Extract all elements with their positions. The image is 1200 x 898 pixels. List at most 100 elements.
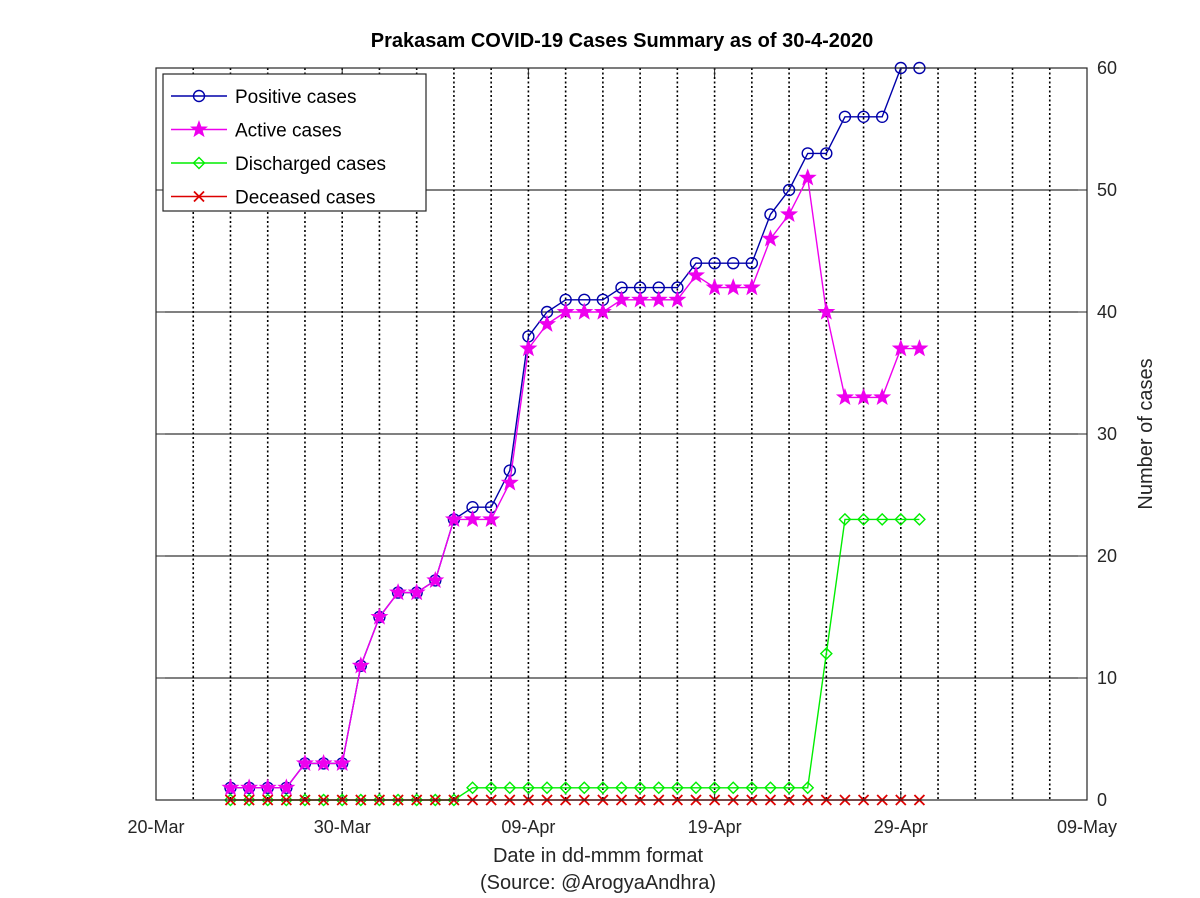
discharged-cases-point [894, 512, 908, 526]
discharged-cases-point [447, 793, 461, 807]
plot-area-border [155, 67, 1088, 801]
discharged-cases-point [912, 512, 926, 526]
active-cases-point [463, 509, 482, 528]
legend: Positive cases Active cases Discharged cas… [162, 73, 427, 212]
active-cases-point [370, 607, 389, 625]
active-cases-point [426, 570, 445, 589]
legend-label: Deceased cases [235, 188, 375, 209]
active-cases-point [258, 778, 277, 796]
active-cases-point [295, 753, 314, 772]
discharged-cases-point [466, 781, 480, 795]
positive-cases-point [857, 110, 870, 124]
discharged-cases-point [242, 793, 256, 807]
discharged-cases-point [410, 793, 424, 807]
discharged-cases-point [670, 781, 684, 795]
legend-label: Discharged cases [235, 154, 386, 175]
active-cases-point [593, 302, 612, 320]
discharged-cases-point [503, 781, 517, 795]
legend-box [162, 73, 427, 212]
x-tick-label: 30-Mar [314, 817, 371, 837]
discharged-cases-point [391, 793, 405, 807]
active-cases-point [854, 387, 873, 406]
legend-item-discharged-cases: Discharged cases [171, 154, 386, 175]
legend-swatch-marker [192, 156, 206, 170]
x-tick-label: 09-May [1057, 817, 1117, 837]
legend-label: Active cases [235, 121, 342, 142]
positive-cases-point [708, 257, 721, 270]
discharged-cases-point [428, 793, 442, 807]
x-tick-label: 20-Mar [127, 817, 184, 837]
active-cases-point [705, 278, 724, 296]
legend-item-deceased-cases: Deceased cases [171, 188, 375, 209]
active-cases-point [910, 339, 929, 357]
active-cases-point [538, 314, 557, 332]
y-tick-label: 20 [1097, 546, 1117, 566]
y-tick-label: 60 [1097, 58, 1117, 78]
active-cases-point [575, 302, 594, 320]
y-tick-label: 50 [1097, 180, 1117, 200]
positive-cases-point [782, 183, 796, 197]
positive-cases-point [875, 110, 889, 124]
legend-swatch-marker [192, 89, 206, 103]
discharged-cases-point [782, 781, 796, 795]
discharged-cases-point [689, 781, 703, 795]
discharged-cases-point [540, 781, 554, 795]
active-cases-line [230, 175, 920, 789]
discharged-cases-point [726, 781, 740, 795]
discharged-cases-point [335, 793, 349, 807]
discharged-cases-point [559, 781, 573, 795]
active-cases-point [686, 265, 705, 284]
series-active-cases [221, 168, 929, 796]
x-tick-label: 09-Apr [501, 817, 555, 837]
active-cases-point [798, 168, 817, 186]
active-cases-point [407, 583, 426, 601]
active-cases-point [631, 290, 650, 308]
active-cases-point [817, 302, 836, 320]
discharged-cases-point [596, 781, 610, 795]
discharged-cases-point [708, 781, 722, 795]
legend-label: Positive cases [235, 87, 356, 108]
active-cases-point [873, 387, 892, 406]
x-axis-label: Date in dd-mmm format [493, 845, 703, 867]
active-cases-point [761, 229, 780, 247]
discharged-cases-point [838, 512, 852, 526]
discharged-cases-point [819, 647, 833, 661]
positive-cases-point [820, 147, 833, 160]
positive-cases-point [745, 257, 759, 270]
y-tick-label: 10 [1097, 668, 1117, 688]
active-cases-point [482, 509, 501, 528]
active-cases-point [724, 278, 743, 296]
active-cases-point [351, 656, 370, 674]
discharged-cases-point [372, 793, 386, 807]
active-cases-point [742, 278, 761, 296]
discharged-cases-point [317, 793, 331, 807]
positive-cases-point [838, 110, 852, 124]
discharged-cases-point [745, 781, 759, 795]
active-cases-point [780, 204, 799, 223]
discharged-cases-point [857, 512, 871, 526]
active-cases-point [519, 339, 538, 357]
y-tick-label: 0 [1097, 790, 1107, 810]
discharged-cases-point [521, 781, 535, 795]
active-cases-point [314, 753, 333, 772]
active-cases-point [556, 302, 575, 320]
x-tick-label: 19-Apr [688, 817, 742, 837]
active-cases-point [333, 753, 352, 772]
active-cases-point [668, 290, 687, 308]
discharged-cases-point [801, 781, 815, 795]
discharged-cases-point [615, 781, 628, 795]
discharged-cases-point [298, 793, 312, 807]
active-cases-point [389, 583, 408, 601]
active-cases-point [277, 778, 296, 796]
positive-cases-point [727, 257, 740, 270]
y-axis-label: Number of cases [1135, 358, 1157, 509]
legend-swatch-marker [193, 190, 205, 203]
legend-item-active-cases: Active cases [171, 120, 342, 142]
discharged-cases-point [484, 781, 498, 795]
y-tick-label: 40 [1097, 302, 1117, 322]
discharged-cases-point [763, 781, 777, 795]
chart-title: Prakasam COVID-19 Cases Summary as of 30… [371, 30, 874, 52]
x-tick-label: 29-Apr [874, 817, 928, 837]
discharged-cases-point [875, 512, 889, 526]
